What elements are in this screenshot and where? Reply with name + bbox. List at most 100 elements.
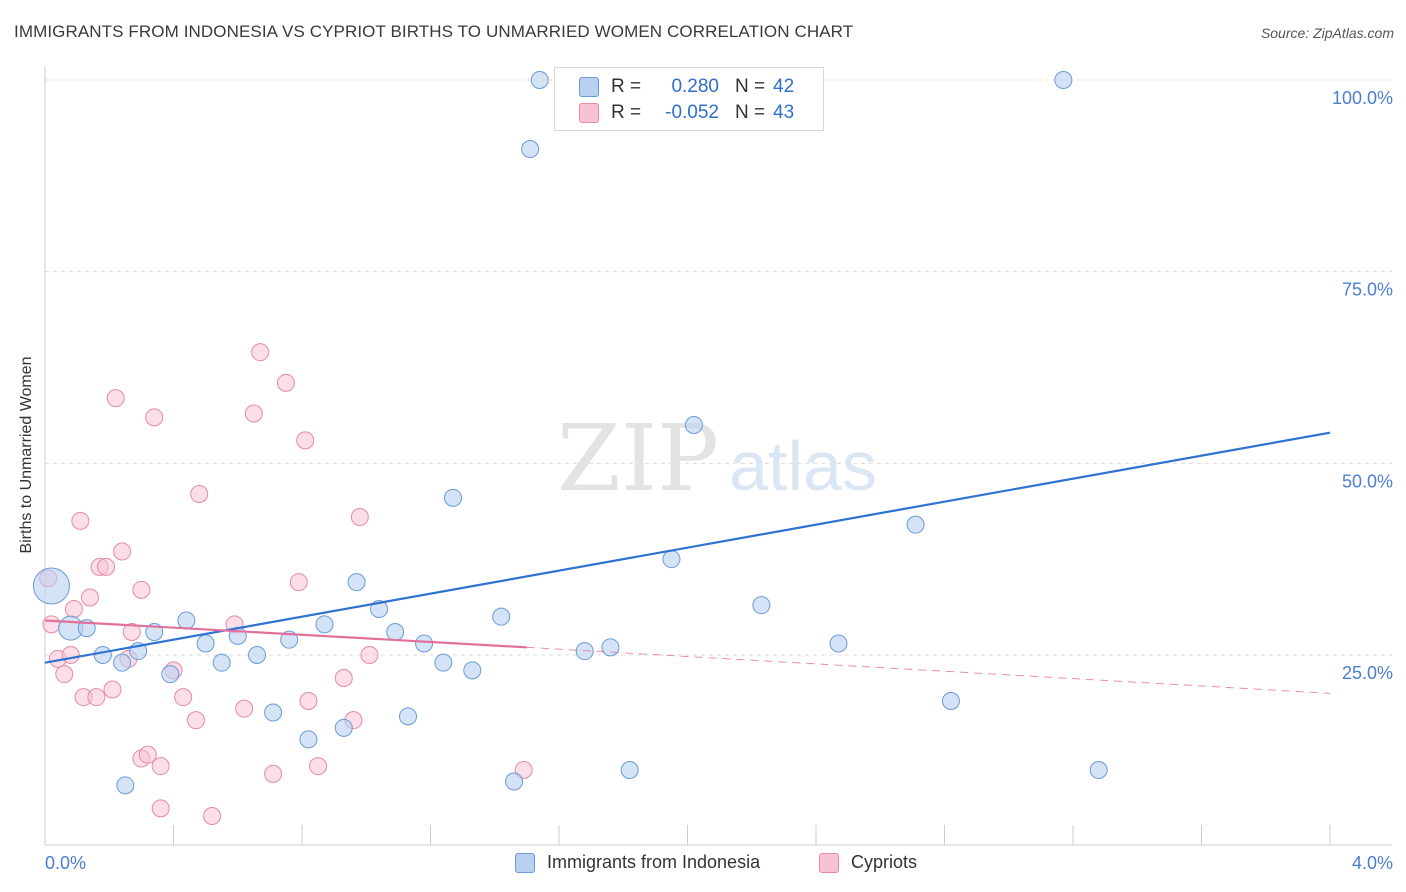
indonesia-point [1054, 71, 1073, 89]
indonesia-point [941, 692, 960, 710]
cypriots-point [138, 745, 157, 764]
r-label: R = [611, 76, 642, 97]
indonesia-point [370, 600, 389, 618]
indonesia-point [684, 416, 703, 434]
cypriots-point [190, 485, 209, 503]
cypriots-point [350, 508, 369, 526]
cypriots-point [80, 588, 99, 607]
indonesia-point [575, 642, 594, 661]
cypriots-point [97, 557, 116, 576]
legend-row-cypriots: R = -0.052 N = 43 [579, 101, 794, 125]
series-legend: Immigrants from Indonesia Cypriots [0, 852, 1406, 878]
cypriots-points [39, 343, 533, 825]
chart-title: IMMIGRANTS FROM INDONESIA VS CYPRIOT BIR… [14, 22, 854, 41]
legend-row-indonesia: R = 0.280 N = 42 [579, 75, 794, 99]
indonesia-trend-line [44, 431, 1331, 664]
cypriots-point [235, 699, 254, 718]
source-label: Source: ZipAtlas.com [1260, 25, 1394, 41]
cypriots-point [71, 511, 90, 530]
legend-label-cypriots: Cypriots [851, 852, 918, 872]
r-value: -0.052 [665, 102, 719, 123]
cypriots-point [276, 373, 295, 392]
indonesia-point [443, 488, 462, 507]
cypriots-point [106, 389, 125, 408]
cypriots-point [360, 646, 379, 664]
pink-swatch [819, 852, 839, 873]
indonesia-point [399, 707, 418, 726]
cypriots-point [251, 343, 270, 362]
cypriots-point [289, 573, 308, 592]
y-tick-label: 75.0% [1342, 280, 1393, 300]
trend-lines [44, 431, 1331, 694]
indonesia-point [620, 761, 639, 779]
cypriots-point [145, 408, 164, 427]
cypriots-point [203, 807, 222, 825]
indonesia-point [299, 730, 318, 749]
indonesia-point [116, 776, 135, 795]
indonesia-point [161, 665, 180, 684]
cypriots-point [55, 665, 74, 684]
cypriots-point [61, 646, 80, 664]
cypriots-point [151, 757, 170, 776]
tick-labels: 25.0% 50.0% 75.0% 100.0% 0.0% 4.0% [45, 88, 1393, 873]
indonesia-point [906, 515, 925, 534]
n-label: N = [735, 102, 766, 123]
cypriots-point [174, 688, 193, 707]
r-value: 0.280 [671, 76, 719, 97]
cypriots-point [309, 757, 328, 776]
cypriots-point [264, 764, 283, 783]
legend-item-cypriots[interactable]: Cypriots [819, 852, 917, 873]
cypriots-point [299, 692, 318, 710]
indonesia-point [386, 623, 405, 641]
cypriots-point [132, 580, 151, 599]
axes [44, 66, 1392, 846]
indonesia-point [415, 634, 434, 653]
indonesia-point [829, 634, 848, 653]
correlation-legend: R = 0.280 N = 42 R = -0.052 N = 43 [554, 67, 824, 131]
indonesia-point [93, 646, 112, 664]
indonesia-point [530, 71, 549, 89]
indonesia-point [505, 772, 524, 791]
indonesia-point [315, 615, 334, 634]
x-tick-label-right: 4.0% [1352, 853, 1393, 873]
cypriots-point [122, 623, 141, 641]
cypriots-trend-line [44, 619, 527, 649]
indonesia-point [248, 646, 267, 664]
indonesia-points [32, 71, 1108, 795]
n-label: N = [735, 76, 766, 97]
y-tick-label: 100.0% [1332, 88, 1393, 108]
blue-swatch [515, 852, 535, 873]
indonesia-point [662, 550, 681, 569]
cypriots-point [113, 542, 132, 561]
indonesia-point [196, 634, 215, 653]
pink-swatch [579, 103, 599, 123]
cypriots-point [186, 711, 205, 730]
cypriots-point [244, 404, 263, 423]
indonesia-point [177, 611, 196, 630]
gridlines [45, 79, 1392, 656]
legend-item-indonesia[interactable]: Immigrants from Indonesia [515, 852, 760, 873]
blue-swatch [579, 77, 599, 97]
cypriots-point [296, 431, 315, 450]
indonesia-point [601, 638, 620, 657]
indonesia-point [521, 140, 540, 158]
cypriots-point [151, 799, 170, 818]
cypriots-point [87, 688, 106, 707]
n-value: 42 [773, 76, 795, 97]
watermark-atlas: atlas [729, 427, 877, 505]
indonesia-point [434, 653, 453, 672]
n-value: 43 [773, 102, 795, 123]
cypriots-point [334, 669, 353, 687]
indonesia-point [1089, 761, 1108, 779]
r-label: R = [611, 102, 642, 123]
indonesia-point [492, 607, 511, 626]
indonesia-point [212, 653, 231, 672]
x-tick-label-left: 0.0% [45, 853, 86, 873]
watermark: ZIP atlas [557, 405, 877, 512]
indonesia-point [752, 596, 771, 615]
cypriots-point [103, 680, 122, 699]
legend-label-indonesia: Immigrants from Indonesia [547, 852, 761, 872]
cypriots-point [514, 761, 533, 779]
cypriots-point [42, 615, 61, 634]
